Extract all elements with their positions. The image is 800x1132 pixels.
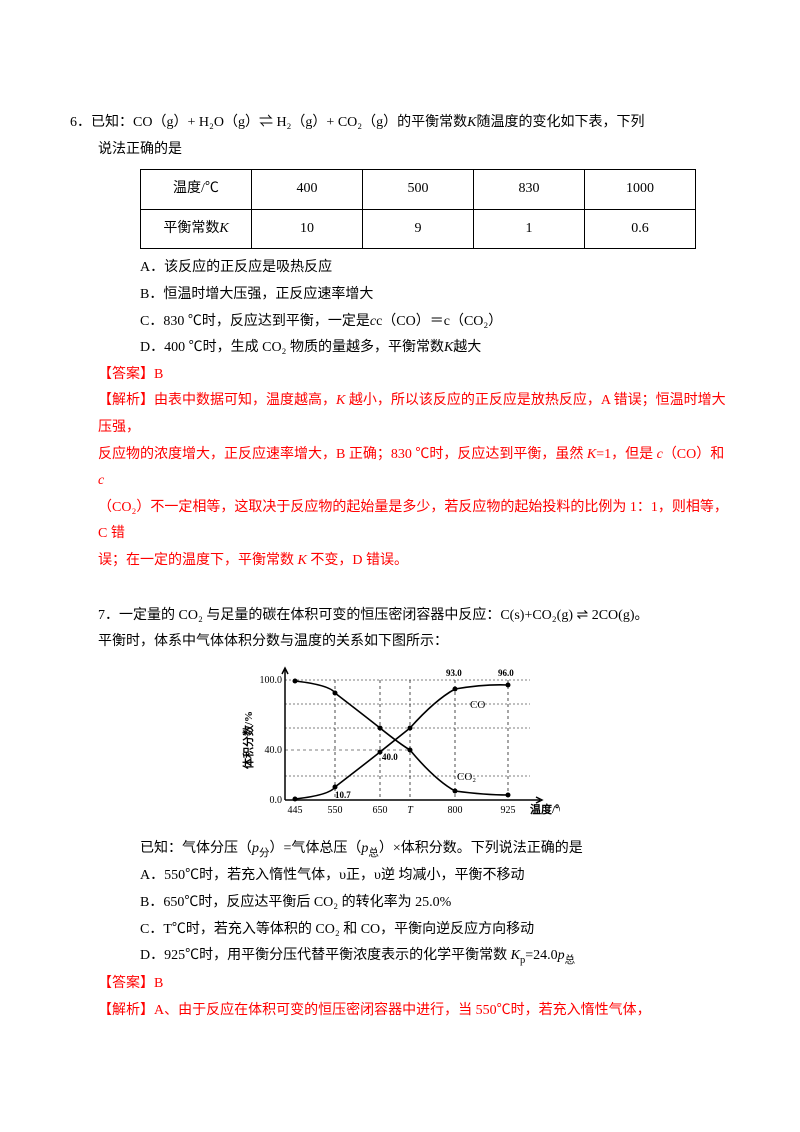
q7-stem-line2: 平衡时，体系中气体体积分数与温度的关系如下图所示：: [98, 629, 730, 656]
td-Klabel: 平衡常数K: [141, 209, 252, 249]
pt-96.0: 96.0: [498, 668, 514, 678]
page: 6．已知：CO（g）+ H₂O（g）⇌ H₂（g）+ CO₂（g）的平衡常数K随…: [0, 0, 800, 1132]
td-10: 10: [252, 209, 363, 249]
table-row: 温度/℃ 400 500 830 1000: [141, 170, 696, 210]
pt-40.0: 40.0: [382, 752, 398, 762]
td-1: 1: [474, 209, 585, 249]
q6-explain-l2: 反应物的浓度增大，正反应速率增大，B 正确；830 ℃时，反应达到平衡，虽然 K…: [98, 442, 730, 495]
q7-chart: 体积分数/% 0.0 40.0 100.0: [70, 660, 730, 830]
q6-K: K: [467, 115, 476, 130]
svg-text:550: 550: [328, 805, 343, 816]
svg-text:925: 925: [501, 805, 516, 816]
q7-stem-line1: 7．一定量的 CO₂ 与足量的碳在体积可变的恒压密闭容器中反应：C(s)+CO₂…: [98, 603, 730, 630]
svg-text:650: 650: [373, 805, 388, 816]
th-400: 400: [252, 170, 363, 210]
q6-opt-A: A．该反应的正反应是吸热反应: [140, 255, 730, 282]
chart-svg: 体积分数/% 0.0 40.0 100.0: [240, 660, 560, 830]
q6-explain-l4: 误；在一定的温度下，平衡常数 K 不变，D 错误。: [98, 548, 730, 575]
q6-opt-C: C．830 ℃时，反应达到平衡，一定是cc（CO）＝c（CO₂）: [140, 309, 730, 336]
svg-text:100.0: 100.0: [260, 675, 283, 686]
q7-stem-1: 一定量的 CO₂ 与足量的碳在体积可变的恒压密闭容器中反应：C(s)+CO₂(g…: [119, 608, 649, 623]
q7-opt-D: D．925℃时，用平衡分压代替平衡浓度表示的化学平衡常数 Kp=24.0p总: [140, 943, 730, 971]
q6-stem-line1: 6．已知：CO（g）+ H₂O（g）⇌ H₂（g）+ CO₂（g）的平衡常数K随…: [70, 110, 730, 137]
th-500: 500: [363, 170, 474, 210]
table-row: 平衡常数K 10 9 1 0.6: [141, 209, 696, 249]
q7-known: 已知：气体分压（p分）=气体总压（p总）×体积分数。下列说法正确的是: [140, 836, 730, 864]
label-CO2: CO₂: [457, 771, 476, 783]
svg-text:445: 445: [288, 805, 303, 816]
q7-explain: 【解析】A、由于反应在体积可变的恒压密闭容器中进行，当 550℃时，若充入惰性气…: [98, 998, 730, 1025]
svg-text:0.0: 0.0: [270, 795, 283, 806]
pt-10.7: 10.7: [335, 790, 351, 800]
q7-answer: 【答案】B: [98, 971, 730, 998]
pt-93.0: 93.0: [446, 668, 462, 678]
th-temp: 温度/℃: [141, 170, 252, 210]
label-CO: CO: [470, 699, 485, 711]
q6-table: 温度/℃ 400 500 830 1000 平衡常数K 10 9 1 0.6: [140, 169, 696, 249]
q7-opt-B: B．650℃时，反应达平衡后 CO₂ 的转化率为 25.0%: [140, 890, 730, 917]
q7-opt-C: C．T℃时，若充入等体积的 CO₂ 和 CO，平衡向逆反应方向移动: [140, 917, 730, 944]
q6-answer: 【答案】B: [98, 362, 730, 389]
svg-text:800: 800: [448, 805, 463, 816]
x-axis-label: 温度/℃: [530, 802, 560, 816]
q6-explain-l3: （CO₂）不一定相等，这取决于反应物的起始量是多少，若反应物的起始投料的比例为 …: [98, 495, 730, 548]
td-06: 0.6: [585, 209, 696, 249]
q7-number: 7．: [98, 608, 119, 623]
q6-opt-D: D．400 ℃时，生成 CO₂ 物质的量越多，平衡常数K越大: [140, 335, 730, 362]
q7: 7．一定量的 CO₂ 与足量的碳在体积可变的恒压密闭容器中反应：C(s)+CO₂…: [70, 603, 730, 1025]
q7-opt-A: A．550℃时，若充入惰性气体，υ正，υ逆 均减小，平衡不移动: [140, 863, 730, 890]
td-9: 9: [363, 209, 474, 249]
q6: 6．已知：CO（g）+ H₂O（g）⇌ H₂（g）+ CO₂（g）的平衡常数K随…: [70, 110, 730, 575]
q6-stem-1: 已知：CO（g）+ H₂O（g）⇌ H₂（g）+ CO₂（g）的平衡常数: [91, 115, 467, 130]
th-1000: 1000: [585, 170, 696, 210]
spacer: [70, 575, 730, 603]
q6-stem-2: 随温度的变化如下表，下列: [477, 115, 645, 130]
th-830: 830: [474, 170, 585, 210]
svg-text:40.0: 40.0: [265, 745, 283, 756]
y-axis-label: 体积分数/%: [241, 711, 255, 769]
q6-explain-l1: 【解析】由表中数据可知，温度越高，K 越小，所以该反应的正反应是放热反应，A 错…: [98, 388, 730, 441]
q6-stem-line2: 说法正确的是: [98, 137, 730, 164]
q6-number: 6．: [70, 115, 91, 130]
q6-opt-B: B．恒温时增大压强，正反应速率增大: [140, 282, 730, 309]
